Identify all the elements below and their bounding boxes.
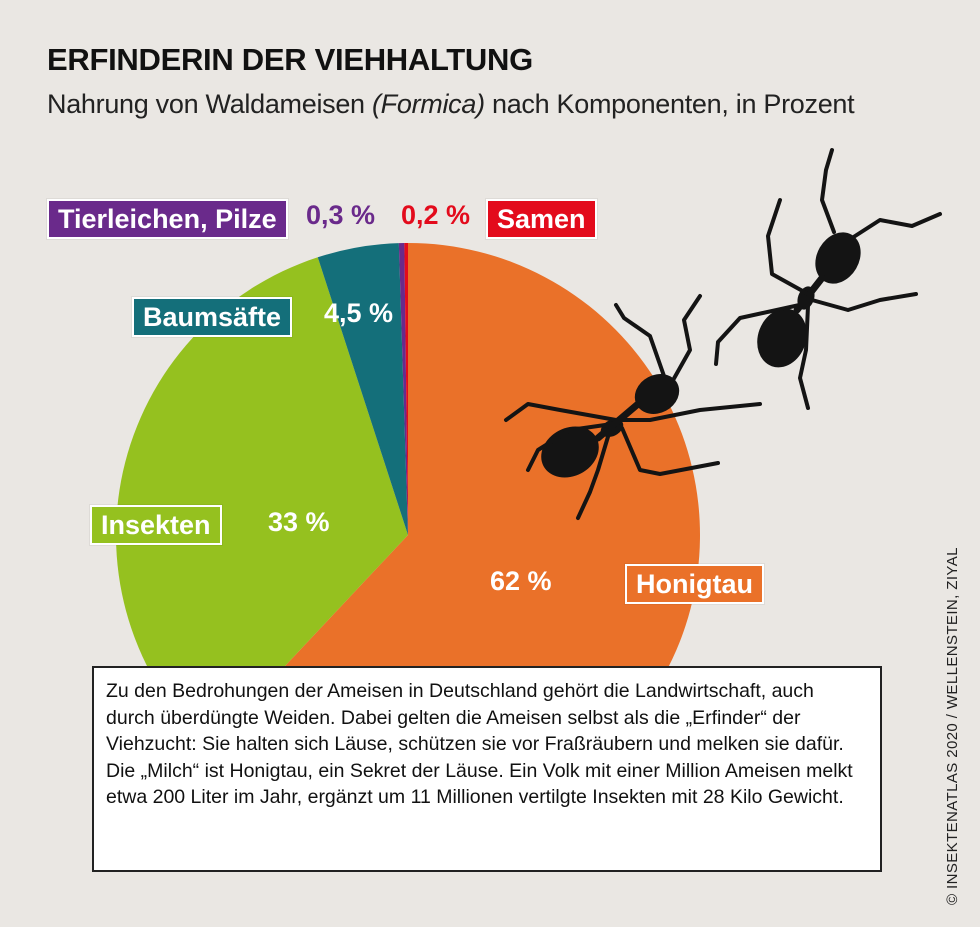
chart-title: ERFINDERIN DER VIEHHALTUNG — [47, 42, 533, 77]
info-text-box: Zu den Bedrohungen der Ameisen in Deutsc… — [92, 666, 882, 872]
legend-label-samen: Samen — [485, 198, 598, 240]
value-label-samen: 0,2 % — [401, 200, 471, 230]
legend-label-insekten: Insekten — [89, 504, 223, 546]
pie-slice-baumsäfte — [317, 243, 408, 535]
subtitle-text: Nahrung von Waldameisen — [47, 89, 372, 119]
ant-icon — [504, 294, 762, 520]
legend-label-tierleichen-pilze: Tierleichen, Pilze — [46, 198, 289, 240]
subtitle-italic: (Formica) — [371, 89, 485, 119]
subtitle-text-end: nach Komponenten, in Prozent — [484, 89, 855, 119]
pie-slice-tierleichen-pilze — [398, 243, 408, 535]
pie-slice-samen — [404, 243, 408, 535]
legend-label-honigtau: Honigtau — [624, 563, 765, 605]
pie-slice-insekten — [115, 257, 408, 748]
value-label-insekten: 33 % — [268, 507, 330, 537]
chart-subtitle: Nahrung von Waldameisen (Formica) nach K… — [47, 89, 855, 120]
ant-icon — [714, 148, 942, 410]
legend-label-baumsaefte: Baumsäfte — [130, 296, 294, 338]
value-label-tierleichen-pilze: 0,3 % — [306, 200, 376, 230]
source-credit: © INSEKTENATLAS 2020 / WELLENSTEIN, ZIYA… — [944, 547, 961, 905]
value-label-baumsaefte: 4,5 % — [324, 298, 394, 328]
value-label-honigtau: 62 % — [490, 566, 552, 596]
